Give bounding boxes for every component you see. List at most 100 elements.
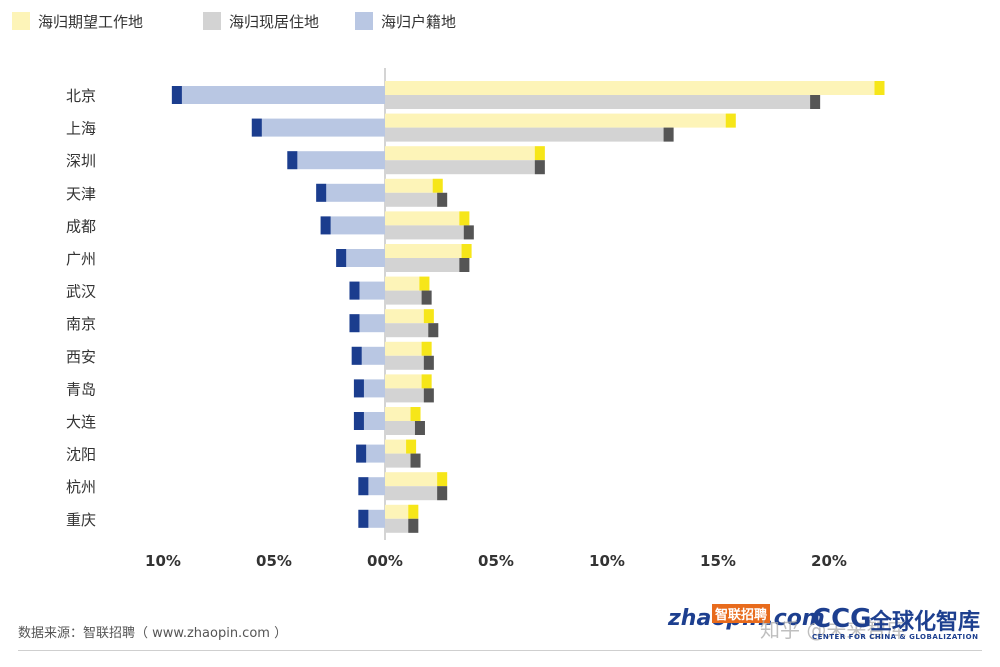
bar-current xyxy=(385,95,821,109)
bar-expected-tip xyxy=(421,341,432,356)
category-label: 上海 xyxy=(66,120,96,138)
bar-expected-tip xyxy=(410,407,421,421)
bar-hukou-tip xyxy=(356,444,367,463)
bar-current xyxy=(385,127,674,142)
category-label: 深圳 xyxy=(66,152,96,170)
bar-expected-tip xyxy=(459,211,470,226)
bar-current-tip xyxy=(421,290,432,305)
category-label: 西安 xyxy=(66,348,96,366)
legend-swatch xyxy=(355,12,373,30)
bar-current-tip xyxy=(463,225,474,240)
category-label: 南京 xyxy=(66,315,96,333)
bar-expected xyxy=(385,211,470,226)
bar-hukou-tip xyxy=(316,183,327,202)
bar-expected xyxy=(385,309,434,324)
category-label: 成都 xyxy=(66,217,96,235)
bar-expected xyxy=(385,341,432,356)
bar-hukou xyxy=(320,216,385,235)
bar-hukou-tip xyxy=(320,216,331,235)
x-tick-label: 00% xyxy=(367,552,403,570)
bar-hukou-tip xyxy=(353,379,364,398)
x-tick-label: 20% xyxy=(811,552,847,570)
bar-expected-tip xyxy=(534,146,545,161)
bar-expected xyxy=(385,146,545,161)
category-label: 天津 xyxy=(66,185,96,203)
bar-hukou xyxy=(316,183,385,202)
category-label: 杭州 xyxy=(66,478,96,496)
bar-expected xyxy=(385,472,448,487)
bar-current-tip xyxy=(428,323,439,338)
source-note: 数据来源：智联招聘（ www.zhaopin.com ） xyxy=(18,626,288,641)
ccg-logo: CCG xyxy=(812,604,872,634)
bar-current-tip xyxy=(437,486,448,501)
bar-expected-tip xyxy=(406,439,417,454)
zhaopin-logo: zhaopin.com 智联招聘 xyxy=(668,604,825,631)
bar-expected-tip xyxy=(725,113,736,128)
bar-hukou xyxy=(251,118,385,137)
bar-hukou-tip xyxy=(358,477,369,496)
bar-expected-tip xyxy=(432,178,443,193)
legend-swatch xyxy=(12,12,30,30)
bar-current xyxy=(385,225,474,240)
footer-divider xyxy=(18,650,982,651)
bar-hukou xyxy=(171,86,385,104)
bar-hukou-tip xyxy=(353,412,364,430)
bar-current xyxy=(385,160,545,175)
x-tick-label: 05% xyxy=(478,552,514,570)
legend-swatch xyxy=(203,12,221,30)
bar-hukou-tip xyxy=(251,118,262,137)
ccg-logo-en: CENTER FOR CHINA & GLOBALIZATION xyxy=(812,633,979,641)
category-label: 广州 xyxy=(66,250,96,268)
bar-current xyxy=(385,355,434,370)
bar-current xyxy=(385,486,448,501)
bar-current xyxy=(385,192,448,207)
x-tick-label: 05% xyxy=(256,552,292,570)
zhaopin-logo-cn: 智联招聘 xyxy=(712,604,771,623)
bar-hukou-tip xyxy=(171,86,182,104)
bar-current xyxy=(385,290,432,305)
bar-current-tip xyxy=(423,355,434,370)
x-tick-label: 10% xyxy=(145,552,181,570)
bar-current-tip xyxy=(810,95,821,109)
bar-expected xyxy=(385,374,432,389)
x-tick-label: 15% xyxy=(700,552,736,570)
x-tick-label: 10% xyxy=(589,552,625,570)
bar-current-tip xyxy=(459,258,470,272)
bar-expected xyxy=(385,81,885,95)
legend-label: 海归户籍地 xyxy=(381,13,456,31)
bar-hukou-tip xyxy=(349,314,360,333)
watermark: 知乎 @未来智库 xyxy=(760,618,907,642)
bar-current-tip xyxy=(414,421,425,435)
bar-expected-tip xyxy=(408,504,419,519)
bar-hukou-tip xyxy=(287,151,298,170)
bar-current-tip xyxy=(663,127,674,142)
bar-current xyxy=(385,388,434,403)
bar-expected xyxy=(385,113,736,128)
bar-hukou-tip xyxy=(349,281,360,300)
bar-current-tip xyxy=(423,388,434,403)
bar-current-tip xyxy=(437,192,448,207)
bar-hukou-tip xyxy=(336,249,347,267)
bar-expected xyxy=(385,178,443,193)
category-label: 武汉 xyxy=(66,283,96,301)
bar-expected-tip xyxy=(419,276,430,291)
legend-label: 海归期望工作地 xyxy=(38,13,143,31)
category-label: 重庆 xyxy=(66,511,96,529)
bar-hukou-tip xyxy=(358,509,369,528)
bar-current-tip xyxy=(408,518,419,533)
bar-hukou-tip xyxy=(351,346,362,365)
bar-hukou xyxy=(287,151,385,170)
bar-expected-tip xyxy=(421,374,432,389)
bar-current-tip xyxy=(534,160,545,175)
bar-current xyxy=(385,323,439,338)
bar-hukou xyxy=(336,249,385,267)
category-label: 青岛 xyxy=(66,380,96,398)
category-label: 大连 xyxy=(66,413,96,431)
bar-expected xyxy=(385,244,472,258)
bar-expected-tip xyxy=(437,472,448,487)
bar-expected-tip xyxy=(423,309,434,324)
legend-label: 海归现居住地 xyxy=(229,13,319,31)
bar-expected xyxy=(385,276,430,291)
ccg-logo-cn: 全球化智库 xyxy=(870,610,981,635)
